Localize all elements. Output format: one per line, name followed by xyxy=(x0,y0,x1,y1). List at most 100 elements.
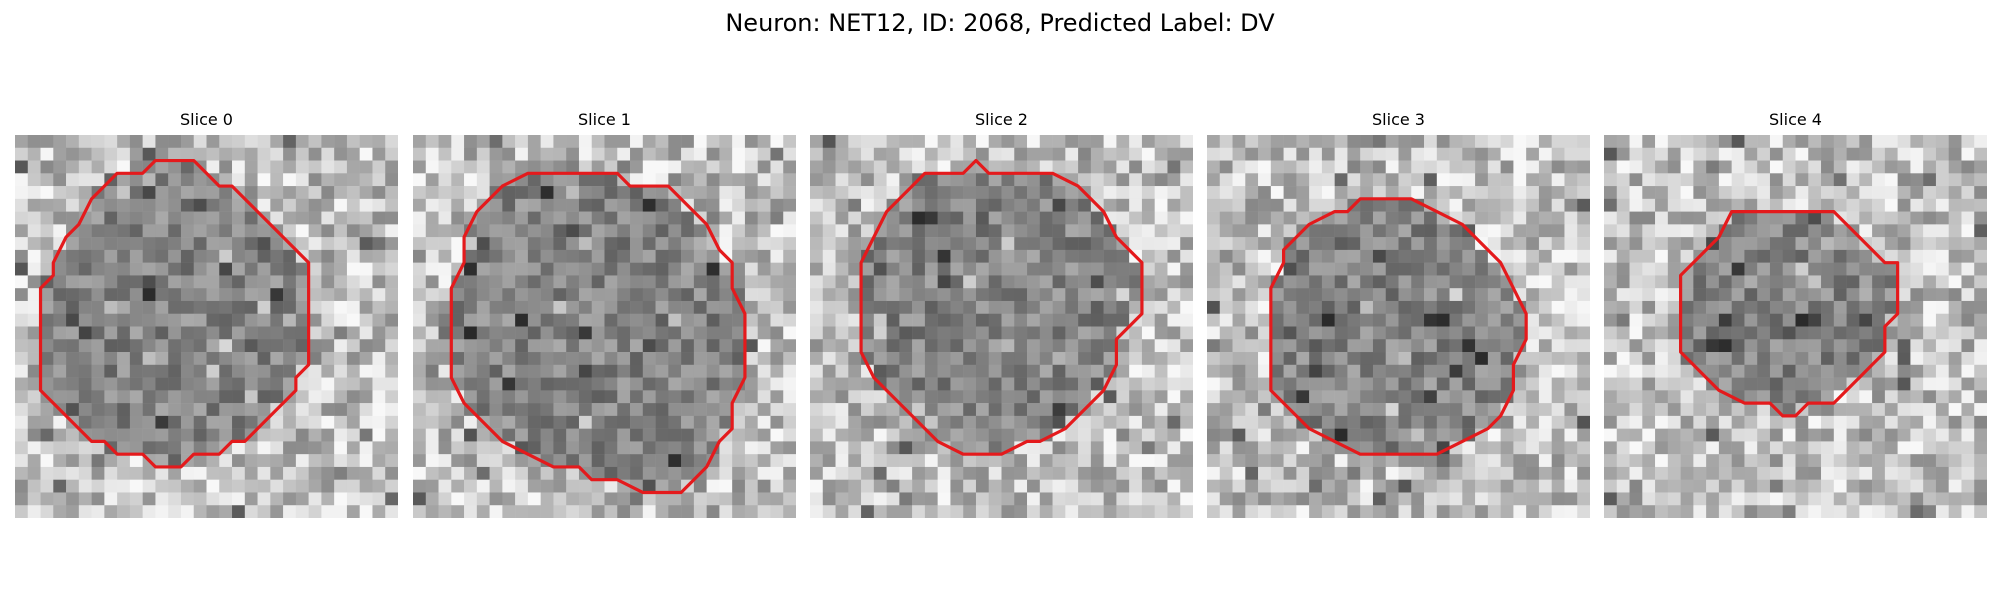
pixel xyxy=(578,441,592,455)
pixel xyxy=(706,249,720,263)
pixel xyxy=(40,224,54,238)
pixel xyxy=(1180,147,1193,161)
pixel xyxy=(15,224,29,238)
pixel xyxy=(1245,262,1259,276)
pixel xyxy=(873,198,887,212)
pixel xyxy=(1655,492,1669,506)
pixel xyxy=(78,479,92,493)
pixel xyxy=(655,403,669,417)
pixel xyxy=(515,211,529,225)
slice-title: Slice 3 xyxy=(1372,110,1425,129)
pixel xyxy=(1141,492,1155,506)
pixel xyxy=(1693,186,1707,200)
pixel xyxy=(270,237,284,251)
pixel xyxy=(1090,492,1104,506)
pixel xyxy=(15,237,29,251)
pixel xyxy=(206,492,220,506)
pixel xyxy=(40,300,54,314)
pixel xyxy=(1526,505,1540,518)
pixel xyxy=(553,224,567,238)
pixel xyxy=(578,326,592,340)
pixel xyxy=(1270,352,1284,366)
pixel xyxy=(886,415,900,429)
pixel xyxy=(66,339,80,353)
pixel xyxy=(1526,186,1540,200)
pixel xyxy=(848,147,862,161)
pixel xyxy=(732,275,746,289)
pixel xyxy=(1154,352,1168,366)
pixel xyxy=(1487,390,1501,404)
pixel xyxy=(912,275,926,289)
pixel xyxy=(822,352,836,366)
pixel xyxy=(1436,415,1450,429)
pixel xyxy=(706,326,720,340)
pixel xyxy=(1398,326,1412,340)
pixel xyxy=(693,186,707,200)
pixel xyxy=(1706,160,1720,174)
pixel xyxy=(91,441,105,455)
pixel xyxy=(1154,364,1168,378)
pixel xyxy=(1116,249,1130,263)
pixel xyxy=(244,135,258,149)
pixel xyxy=(1219,224,1233,238)
pixel xyxy=(321,288,335,302)
pixel xyxy=(1154,300,1168,314)
pixel xyxy=(283,224,297,238)
pixel xyxy=(1090,313,1104,327)
pixel xyxy=(1769,364,1783,378)
pixel xyxy=(1948,275,1962,289)
pixel xyxy=(193,186,207,200)
pixel xyxy=(873,505,887,518)
pixel xyxy=(1872,300,1886,314)
pixel xyxy=(155,454,169,468)
pixel xyxy=(1757,364,1771,378)
pixel xyxy=(1910,415,1924,429)
pixel xyxy=(438,186,452,200)
pixel xyxy=(91,352,105,366)
pixel xyxy=(489,147,503,161)
pixel xyxy=(308,505,322,518)
pixel xyxy=(1884,441,1898,455)
pixel xyxy=(1449,428,1463,442)
pixel xyxy=(566,262,580,276)
pixel xyxy=(489,390,503,404)
pixel xyxy=(1039,275,1053,289)
pixel xyxy=(835,313,849,327)
pixel xyxy=(1347,147,1361,161)
pixel xyxy=(78,173,92,187)
pixel xyxy=(1372,262,1386,276)
pixel xyxy=(15,288,29,302)
pixel xyxy=(206,403,220,417)
pixel xyxy=(66,160,80,174)
pixel xyxy=(630,249,644,263)
pixel xyxy=(1245,211,1259,225)
pixel xyxy=(950,313,964,327)
pixel xyxy=(1078,466,1092,480)
pixel xyxy=(719,173,733,187)
pixel xyxy=(1207,160,1221,174)
pixel xyxy=(642,224,656,238)
pixel xyxy=(706,479,720,493)
pixel xyxy=(1551,198,1565,212)
pixel xyxy=(168,262,182,276)
pixel xyxy=(1680,403,1694,417)
pixel xyxy=(1808,466,1822,480)
pixel xyxy=(642,505,656,518)
pixel xyxy=(540,211,554,225)
pixel xyxy=(515,135,529,149)
pixel xyxy=(1180,415,1193,429)
pixel xyxy=(168,249,182,263)
pixel xyxy=(1245,377,1259,391)
pixel xyxy=(15,262,29,276)
pixel xyxy=(886,211,900,225)
pixel xyxy=(283,249,297,263)
pixel xyxy=(1372,300,1386,314)
pixel xyxy=(1910,300,1924,314)
pixel xyxy=(642,492,656,506)
pixel xyxy=(1769,160,1783,174)
pixel xyxy=(413,339,427,353)
pixel xyxy=(1180,428,1193,442)
pixel xyxy=(244,390,258,404)
pixel xyxy=(1207,339,1221,353)
pixel xyxy=(963,454,977,468)
